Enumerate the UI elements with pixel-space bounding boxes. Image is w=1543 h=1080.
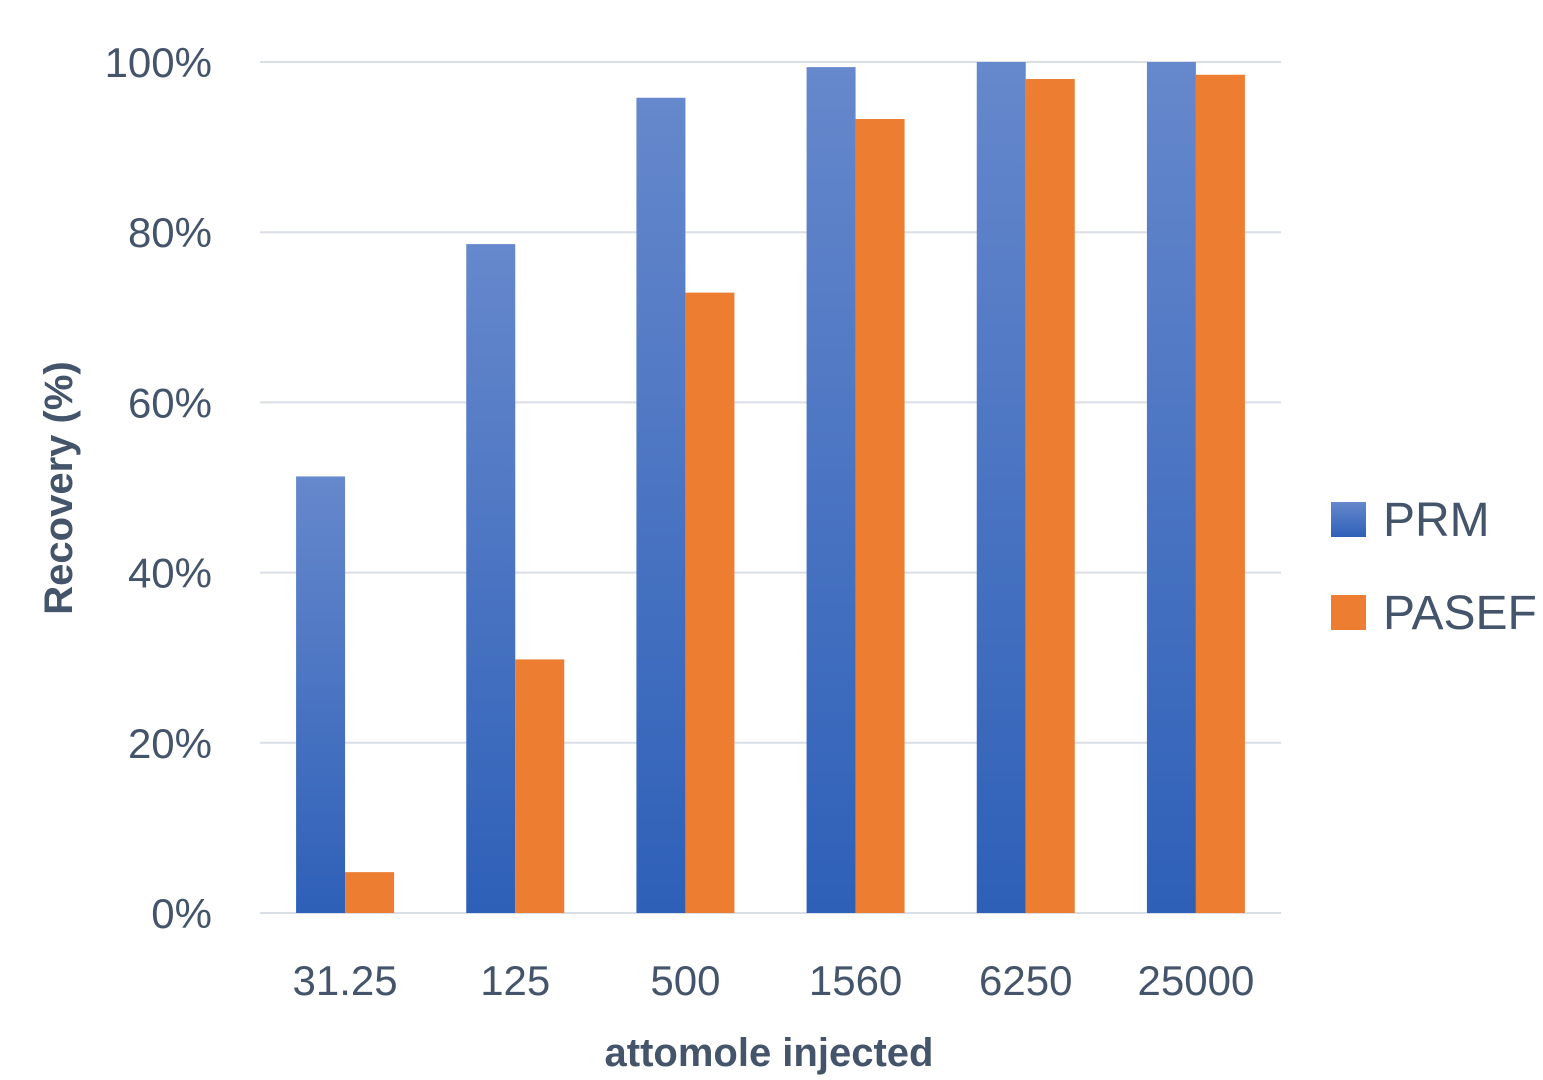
- y-axis-ticks: 0% 20% 40% 60% 80% 100%: [105, 39, 212, 937]
- gridlines: [260, 61, 1281, 914]
- bar-pasef-1560: [855, 119, 905, 914]
- bar-prm-25000: [1146, 62, 1196, 913]
- legend-label-prm: PRM: [1383, 494, 1490, 547]
- bar-prm-6250: [976, 62, 1026, 913]
- bar-pasef-6250: [1025, 79, 1075, 913]
- x-tick-label: 31.25: [293, 957, 398, 1004]
- legend-swatch-prm: [1331, 502, 1366, 537]
- y-tick-label: 60%: [128, 379, 212, 426]
- bar-pasef-500: [685, 292, 735, 914]
- x-axis-title: attomole injected: [605, 1031, 934, 1075]
- x-axis-ticks: 31.25 125 500 1560 6250 25000: [293, 957, 1255, 1004]
- y-tick-label: 100%: [105, 39, 212, 86]
- legend-label-pasef: PASEF: [1383, 587, 1537, 640]
- bars: [296, 62, 1245, 914]
- x-tick-label: 1560: [809, 957, 902, 1004]
- bar-pasef-31.25: [345, 872, 395, 913]
- x-tick-label: 6250: [979, 957, 1072, 1004]
- y-tick-label: 20%: [128, 720, 212, 767]
- y-tick-label: 0%: [151, 890, 212, 937]
- legend: PRM PASEF: [1331, 494, 1537, 640]
- y-axis-title: Recovery (%): [37, 361, 81, 614]
- y-tick-label: 80%: [128, 209, 212, 256]
- x-tick-label: 25000: [1138, 957, 1255, 1004]
- bar-pasef-125: [515, 659, 565, 913]
- legend-swatch-pasef: [1331, 595, 1366, 630]
- bar-prm-31.25: [296, 476, 346, 913]
- x-tick-label: 125: [480, 957, 550, 1004]
- bar-pasef-25000: [1195, 74, 1245, 913]
- bar-prm-125: [466, 244, 516, 913]
- x-tick-label: 500: [650, 957, 720, 1004]
- bar-prm-500: [636, 97, 686, 913]
- bar-prm-1560: [806, 67, 856, 913]
- y-tick-label: 40%: [128, 550, 212, 597]
